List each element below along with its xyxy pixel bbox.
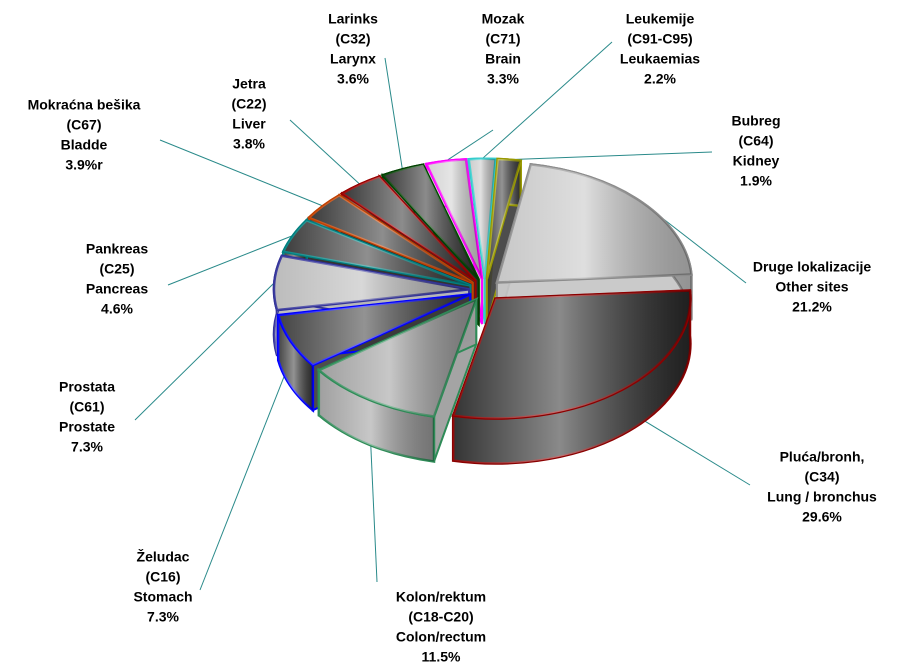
value-label: 3.9%r: [65, 157, 103, 173]
category-label: Bubreg: [732, 113, 781, 129]
category-label: Leukaemias: [620, 51, 700, 67]
category-label: Larynx: [330, 51, 376, 67]
value-label: 3.3%: [487, 71, 519, 87]
leader-line: [289, 119, 361, 185]
value-label: 2.2%: [644, 71, 676, 87]
category-label: (C25): [99, 261, 134, 277]
pie: [272, 157, 693, 465]
slice-shine: [496, 164, 692, 283]
category-label: Pancreas: [86, 281, 148, 297]
labels: Druge lokalizacije Other sites 21.2% Pluća/…: [28, 11, 877, 665]
value-label: 7.3%: [147, 609, 179, 625]
category-label: Pankreas: [86, 241, 148, 257]
category-label: Liver: [232, 116, 266, 132]
category-label: Pluća/bronh,: [780, 449, 865, 465]
value-label: 21.2%: [792, 299, 832, 315]
category-label: (C16): [145, 569, 180, 585]
slice-shine: [308, 195, 473, 283]
category-label: Bladde: [61, 137, 108, 153]
category-label: (C67): [66, 117, 101, 133]
category-label: Mozak: [482, 11, 525, 27]
value-label: 1.9%: [740, 173, 772, 189]
slice-shine: [274, 255, 470, 311]
category-label: Stomach: [133, 589, 192, 605]
leader-line: [384, 57, 403, 170]
category-label: Prostate: [59, 419, 115, 435]
category-label: Larinks: [328, 11, 378, 27]
slice-wall-shine: [278, 315, 313, 411]
category-label: (C18-C20): [408, 609, 473, 625]
category-label: Other sites: [775, 279, 848, 295]
slice-shine: [468, 158, 496, 279]
slice-shine: [453, 290, 691, 419]
category-label: (C61): [69, 399, 104, 415]
category-label: Prostata: [59, 379, 115, 395]
category-label: Leukemije: [626, 11, 695, 27]
category-label: (C71): [485, 31, 520, 47]
leaders: [134, 41, 751, 591]
leader-line: [509, 151, 713, 161]
value-label: 11.5%: [422, 649, 461, 665]
value-label: 4.6%: [101, 301, 133, 317]
category-label: Brain: [485, 51, 521, 67]
slice-shine: [382, 164, 479, 280]
leader-line: [134, 282, 275, 421]
category-label: (C32): [335, 31, 370, 47]
slice-shine: [486, 159, 521, 279]
category-label: Kolon/rektum: [396, 589, 486, 605]
slice-shine: [342, 176, 476, 281]
category-label: Druge lokalizacije: [753, 259, 871, 275]
leader-line: [481, 41, 613, 160]
leader-line: [167, 235, 294, 286]
slice-shine: [426, 159, 483, 279]
value-label: 3.6%: [337, 71, 369, 87]
category-label: Želudac: [137, 548, 190, 565]
leader-line: [199, 359, 292, 591]
slice-wall-shine: [453, 290, 691, 464]
slice-shine: [318, 299, 477, 417]
slice-wall-shine: [318, 370, 434, 462]
category-label: Kidney: [733, 153, 780, 169]
value-label: 29.6%: [802, 509, 842, 525]
slice-shine: [283, 220, 471, 286]
leader-line: [445, 129, 494, 162]
category-label: (C22): [231, 96, 266, 112]
category-label: Lung / bronchus: [767, 489, 877, 505]
category-label: Mokraćna bešika: [28, 97, 141, 113]
category-label: Colon/rectum: [396, 629, 486, 645]
category-label: (C91-C95): [627, 31, 692, 47]
category-label: (C34): [804, 469, 839, 485]
value-label: 7.3%: [71, 439, 103, 455]
value-label: 3.8%: [233, 136, 265, 152]
slice-shine: [278, 294, 471, 366]
leader-line: [159, 139, 324, 207]
category-label: (C64): [738, 133, 773, 149]
category-label: Jetra: [232, 76, 266, 92]
